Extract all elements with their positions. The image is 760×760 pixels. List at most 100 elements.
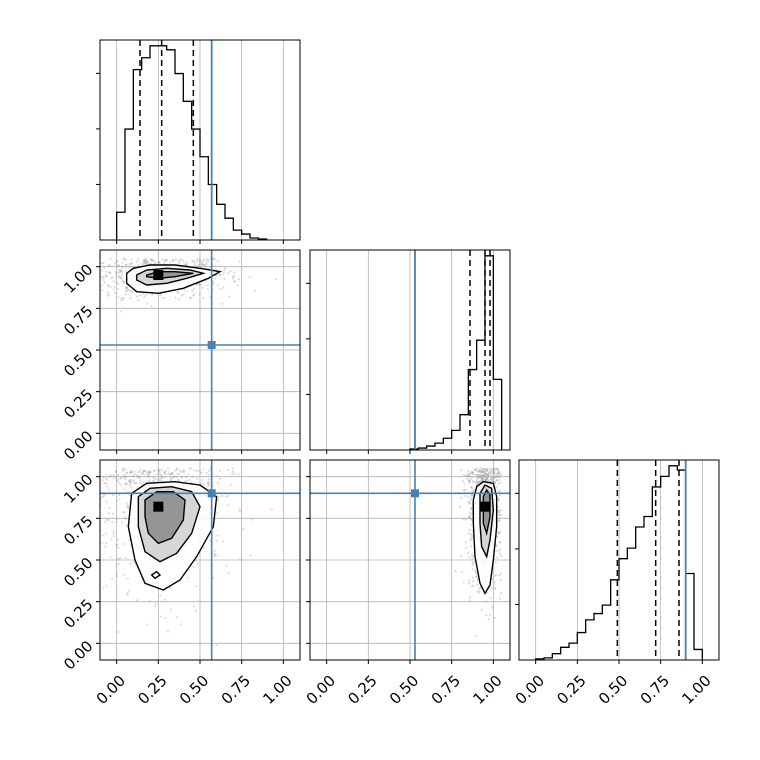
scatter-point: [493, 470, 496, 473]
scatter-point: [118, 270, 121, 274]
scatter-point: [69, 521, 71, 523]
scatter-point: [129, 265, 132, 268]
scatter-point: [231, 275, 235, 278]
scatter-point: [202, 297, 205, 300]
scatter-point: [124, 483, 127, 486]
scatter-point: [161, 296, 164, 300]
panel-2-0: [50, 460, 300, 660]
scatter-point: [476, 473, 479, 476]
scatter-point: [481, 479, 484, 482]
scatter-point: [139, 294, 142, 297]
scatter-point: [195, 283, 198, 286]
scatter-point: [479, 477, 482, 480]
scatter-point: [164, 469, 167, 472]
scatter-point: [204, 280, 207, 283]
scatter-point: [232, 275, 236, 278]
scatter-point: [478, 587, 481, 590]
scatter-point: [126, 505, 129, 509]
panel-1-1: [326, 250, 503, 450]
scatter-point: [484, 478, 487, 481]
scatter-point: [177, 291, 180, 294]
scatter-point: [150, 304, 153, 308]
scatter-point: [201, 286, 204, 290]
scatter-point: [159, 293, 162, 296]
scatter-point: [477, 591, 480, 594]
scatter-point: [129, 471, 132, 475]
scatter-point: [176, 472, 179, 475]
scatter-point: [149, 258, 153, 261]
scatter-point: [171, 472, 174, 475]
scatter-point: [467, 516, 471, 520]
scatter-point: [141, 472, 144, 475]
scatter-point: [117, 562, 120, 565]
scatter-point: [488, 472, 491, 475]
scatter-point: [128, 480, 131, 484]
scatter-point: [169, 608, 173, 611]
scatter-point: [144, 261, 148, 264]
scatter-point: [161, 476, 164, 480]
scatter-point: [189, 296, 192, 299]
scatter-point: [132, 475, 135, 478]
scatter-point: [224, 495, 227, 498]
histogram-step: [116, 45, 268, 240]
histogram-bar: [602, 605, 610, 660]
scatter-point: [104, 520, 107, 523]
scatter-point: [120, 299, 123, 302]
scatter-point: [469, 596, 472, 599]
scatter-point: [134, 472, 137, 476]
scatter-point: [481, 470, 484, 473]
scatter-point: [213, 549, 217, 552]
scatter-point: [123, 511, 126, 514]
scatter-point: [161, 474, 164, 478]
scatter-point: [128, 493, 131, 497]
panel-2-2: [535, 460, 703, 660]
scatter-point: [192, 565, 195, 568]
x-tick-label-1-1: 0.25: [344, 672, 380, 708]
scatter-point: [482, 467, 486, 470]
scatter-point: [238, 558, 242, 561]
scatter-point: [107, 264, 111, 267]
scatter-point: [491, 469, 494, 472]
scatter-point: [487, 617, 490, 621]
scatter-point: [169, 472, 172, 476]
scatter-point: [115, 564, 118, 567]
scatter-point: [474, 569, 477, 572]
scatter-point: [216, 512, 219, 515]
scatter-point: [103, 266, 106, 269]
histogram-bar: [443, 438, 451, 450]
scatter-point: [174, 469, 177, 472]
scatter-point: [484, 479, 487, 482]
scatter-point: [471, 564, 475, 567]
scatter-point: [130, 469, 133, 472]
scatter-point: [470, 485, 473, 489]
scatter-point: [163, 598, 167, 601]
scatter-point: [122, 474, 125, 477]
scatter-point: [186, 261, 189, 264]
scatter-point: [130, 471, 133, 474]
scatter-point: [476, 478, 479, 482]
scatter-point: [490, 477, 493, 480]
scatter-point: [493, 581, 496, 584]
scatter-point: [498, 479, 501, 482]
scatter-point: [226, 494, 230, 497]
scatter-point: [482, 471, 485, 474]
scatter-point: [483, 474, 486, 478]
scatter-point: [176, 468, 179, 471]
scatter-point: [101, 275, 105, 278]
scatter-point: [143, 295, 146, 298]
scatter-point: [215, 540, 218, 543]
scatter-point: [146, 473, 150, 476]
scatter-point: [217, 260, 220, 263]
scatter-point: [50, 476, 52, 478]
scatter-point: [131, 479, 134, 482]
scatter-point: [481, 477, 484, 480]
scatter-point: [191, 475, 194, 478]
scatter-point: [469, 511, 472, 514]
scatter-point: [463, 489, 466, 492]
scatter-point: [130, 261, 133, 265]
scatter-point: [182, 260, 185, 263]
scatter-point: [94, 268, 96, 270]
scatter-point: [468, 479, 471, 483]
scatter-point: [122, 257, 126, 260]
